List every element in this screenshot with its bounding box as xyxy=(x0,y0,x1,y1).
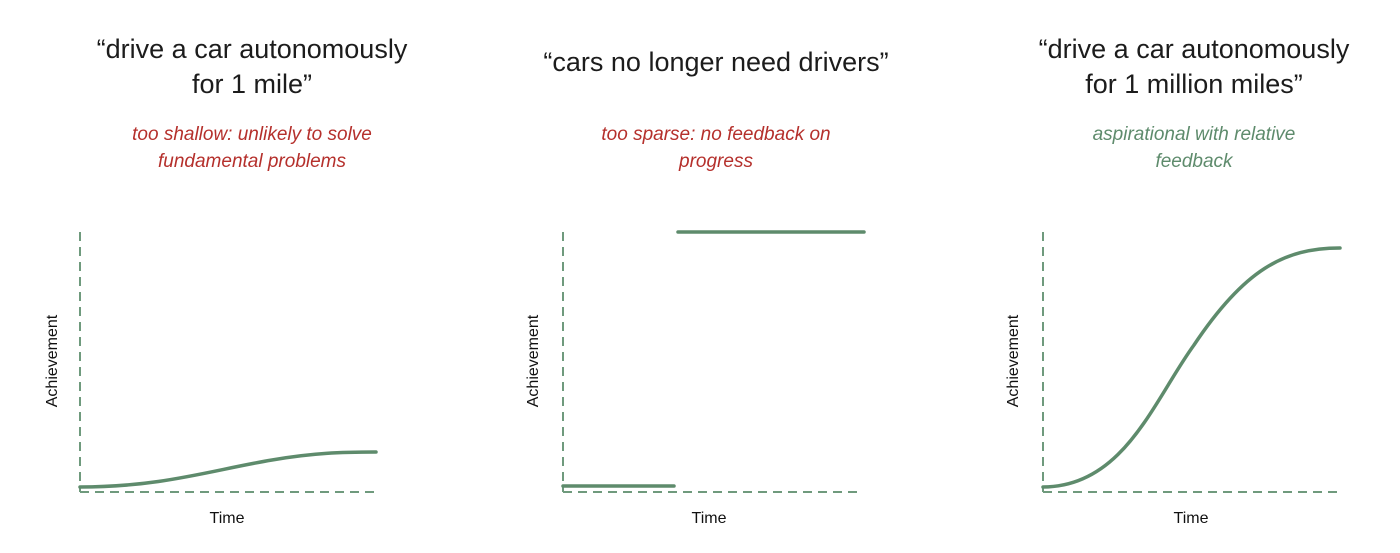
achievement-curve xyxy=(78,450,378,489)
y-axis-label: Achievement xyxy=(525,314,542,408)
panel-critique: too shallow: unlikely to solve fundament… xyxy=(132,124,372,172)
x-axis-label: Time xyxy=(1173,510,1209,527)
achievement-plot xyxy=(561,230,866,493)
panel-sparse-goal: “cars no longer need drivers” too sparse… xyxy=(525,0,906,553)
achievement-plot xyxy=(78,232,378,493)
panel-critique: too sparse: no feedback on progress xyxy=(601,124,831,172)
achievement-plot xyxy=(1041,232,1342,493)
panel-title: “drive a car autonomously for 1 mile” xyxy=(96,34,408,99)
y-axis-label: Achievement xyxy=(1005,314,1022,408)
x-axis-label: Time xyxy=(209,510,245,527)
panel-title: “drive a car autonomously for 1 million … xyxy=(1038,34,1350,99)
panel-title: “cars no longer need drivers” xyxy=(543,47,889,77)
panel-critique: aspirational with relative feedback xyxy=(1092,124,1296,172)
x-axis-label: Time xyxy=(691,510,727,527)
y-axis-label: Achievement xyxy=(44,314,61,408)
achievement-curve xyxy=(1041,246,1342,489)
panel-aspirational-goal: “drive a car autonomously for 1 million … xyxy=(1004,0,1384,553)
panel-shallow-goal: “drive a car autonomously for 1 mile” to… xyxy=(44,0,442,553)
